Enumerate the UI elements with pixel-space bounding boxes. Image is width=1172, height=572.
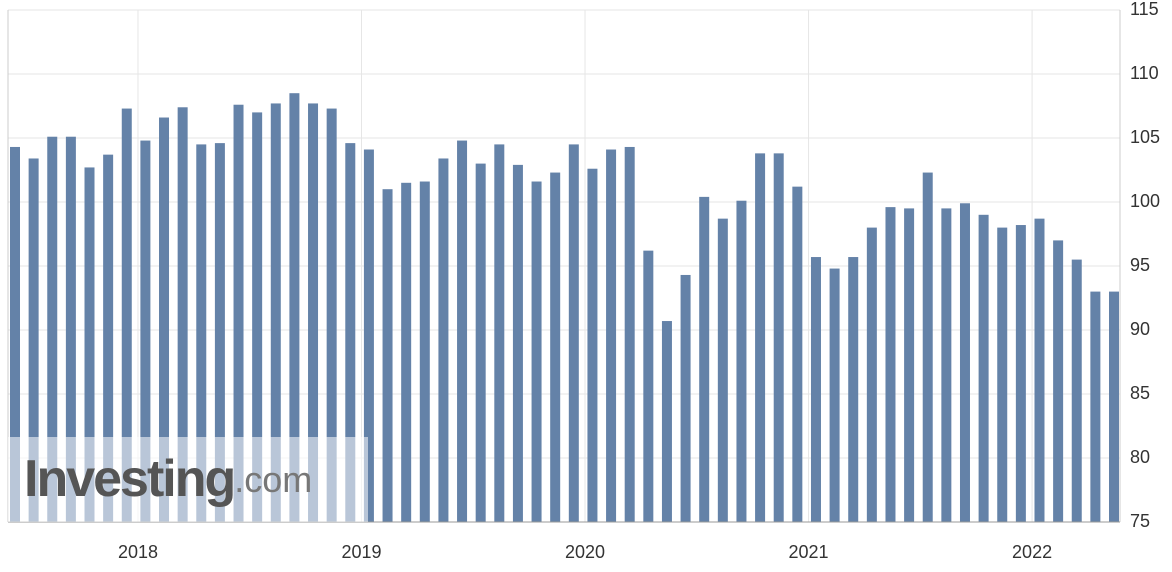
bar (792, 186, 803, 522)
bar (624, 146, 635, 522)
x-tick-label: 2021 (789, 542, 829, 562)
y-tick-label: 110 (1130, 63, 1159, 83)
bar (326, 108, 337, 522)
bar (941, 208, 952, 522)
bar (252, 112, 263, 523)
y-tick-label: 85 (1130, 383, 1150, 403)
bar (401, 182, 412, 523)
bar (755, 153, 766, 523)
bar (103, 154, 114, 522)
bar (289, 93, 300, 522)
y-tick-label: 115 (1130, 0, 1159, 19)
y-tick-label: 90 (1130, 319, 1150, 339)
y-tick-label: 80 (1130, 447, 1150, 467)
y-tick-label: 95 (1130, 255, 1150, 275)
bar (475, 163, 486, 522)
bar (531, 181, 542, 522)
bar (419, 181, 430, 522)
bar (680, 274, 691, 522)
bar (1071, 259, 1082, 522)
bar (885, 207, 896, 522)
bar (550, 172, 561, 522)
bar (587, 168, 598, 522)
bar (1034, 218, 1045, 522)
bar (28, 158, 39, 523)
bar (308, 103, 319, 522)
y-tick-label: 100 (1130, 191, 1160, 211)
bar (159, 117, 170, 523)
bar (848, 257, 859, 522)
bar (233, 104, 244, 522)
x-tick-label: 2018 (118, 542, 158, 562)
watermark-box (8, 437, 368, 522)
bar (270, 103, 281, 522)
bar (643, 250, 654, 522)
bar (457, 140, 468, 522)
x-tick-label: 2019 (341, 542, 381, 562)
bar (140, 140, 151, 522)
bar (47, 136, 58, 522)
bar (866, 227, 877, 522)
x-tick-label: 2022 (1012, 542, 1052, 562)
y-tick-label: 75 (1130, 511, 1150, 531)
x-tick-label: 2020 (565, 542, 605, 562)
bar (214, 143, 225, 522)
bar (699, 196, 710, 522)
bar (512, 164, 523, 522)
bar (65, 136, 76, 522)
watermark-suffix: .com (234, 459, 312, 500)
bar (1090, 291, 1101, 522)
bar (717, 218, 728, 522)
bar (177, 107, 188, 522)
bar (773, 153, 784, 523)
bar (736, 200, 747, 522)
bar (810, 257, 821, 522)
bar (959, 203, 970, 522)
bar (494, 144, 505, 522)
bar (121, 108, 132, 522)
bar (1109, 291, 1119, 522)
bar (1015, 225, 1026, 523)
bar (568, 144, 579, 522)
y-tick-label: 105 (1130, 127, 1160, 147)
bar (606, 149, 617, 522)
bar (1053, 240, 1064, 522)
bar (978, 214, 989, 523)
bar (345, 143, 356, 522)
bar (829, 268, 840, 522)
watermark-brand: Investing (24, 450, 234, 508)
watermark: Investing.com (24, 450, 312, 508)
bar (196, 144, 207, 522)
bar (438, 158, 449, 523)
bar (661, 321, 672, 522)
bar (997, 227, 1008, 522)
bar (84, 167, 95, 522)
bar (363, 149, 374, 522)
bar (382, 189, 393, 522)
bar (10, 146, 20, 522)
bar (922, 172, 933, 522)
bar (904, 208, 915, 522)
